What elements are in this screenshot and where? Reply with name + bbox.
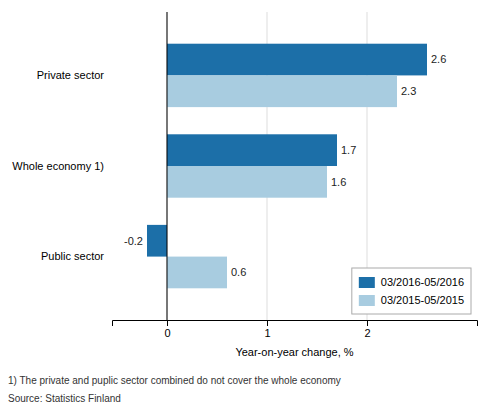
data-label: 2.3 xyxy=(401,85,416,97)
x-axis-line xyxy=(113,321,478,327)
legend-label: 03/2015-05/2015 xyxy=(381,294,464,306)
legend-box xyxy=(352,268,471,314)
y-tick: Whole economy 1) xyxy=(12,160,112,172)
x-tick: 1 xyxy=(264,320,270,339)
x-axis-title: Year-on-year change, % xyxy=(235,346,353,358)
data-label: -0.2 xyxy=(124,235,143,247)
legend-entry: 03/2015-05/2015 xyxy=(359,294,464,306)
x-tick: 0 xyxy=(164,320,170,339)
data-label: 2.6 xyxy=(431,53,446,65)
x-tick-mark xyxy=(367,320,368,326)
bar xyxy=(167,257,227,289)
bar-series xyxy=(167,75,397,288)
x-axis: 0 1 2 xyxy=(113,320,478,339)
y-axis: Public sector Whole economy 1) Private sec… xyxy=(12,69,112,262)
y-tick-label: Whole economy 1) xyxy=(12,160,104,172)
bar xyxy=(167,75,397,107)
chart-svg: -0.2 1.7 2.6 0.6 1.6 2.3 0 1 2 Public sector Whole… xyxy=(0,0,493,416)
bar xyxy=(167,166,327,198)
data-label: 0.6 xyxy=(231,266,246,278)
data-labels: -0.2 1.7 2.6 0.6 1.6 2.3 xyxy=(124,53,446,278)
x-tick-label: 0 xyxy=(164,327,170,339)
legend: 03/2016-05/2016 03/2015-05/2015 xyxy=(352,268,471,314)
footnote: Source: Statistics Finland xyxy=(8,393,121,404)
data-label: 1.7 xyxy=(341,144,356,156)
y-tick-label: Public sector xyxy=(41,250,104,262)
x-tick-label: 2 xyxy=(364,327,370,339)
grid-line xyxy=(167,12,168,320)
legend-swatch xyxy=(359,295,375,306)
footnote: 1) The private and puplic sector combine… xyxy=(8,375,341,386)
legend-swatch xyxy=(359,277,375,288)
bar xyxy=(167,44,427,76)
bar xyxy=(167,134,337,166)
zero-line xyxy=(167,12,168,320)
bar-series xyxy=(147,44,427,257)
legend-entry: 03/2016-05/2016 xyxy=(359,276,464,288)
y-tick: Public sector xyxy=(41,250,112,262)
data-label: 1.6 xyxy=(331,176,346,188)
plot: -0.2 1.7 2.6 0.6 1.6 2.3 0 1 2 Public sector Whole… xyxy=(12,12,477,358)
x-tick-label: 1 xyxy=(264,327,270,339)
bar xyxy=(147,225,167,257)
x-tick-mark xyxy=(167,320,168,326)
bars xyxy=(147,44,427,289)
y-tick-label: Private sector xyxy=(37,69,105,81)
chart-container: -0.2 1.7 2.6 0.6 1.6 2.3 0 1 2 Public sector Whole… xyxy=(0,0,493,416)
legend-label: 03/2016-05/2016 xyxy=(381,276,464,288)
x-tick-mark xyxy=(267,320,268,326)
y-tick: Private sector xyxy=(37,69,112,81)
footnotes: 1) The private and puplic sector combine… xyxy=(8,375,341,404)
x-tick: 2 xyxy=(364,320,370,339)
